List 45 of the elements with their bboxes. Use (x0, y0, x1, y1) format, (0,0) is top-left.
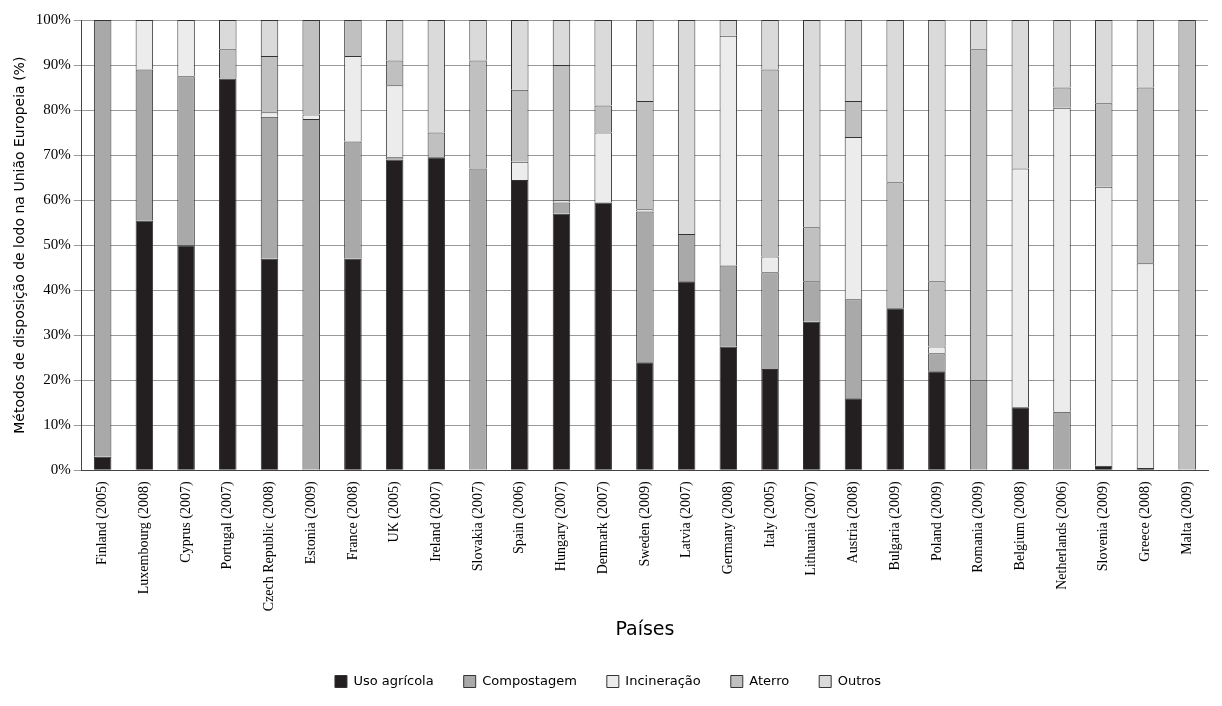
x-tick-label: Bulgaria (2009) (886, 481, 903, 571)
x-tick-label: Denmark (2007) (594, 481, 611, 575)
x-tick-label: Greece (2008) (1137, 481, 1154, 562)
legend-label: Incineração (625, 672, 701, 688)
x-tick-label: Estonia (2009) (302, 481, 319, 565)
x-tick-label: Netherlands (2006) (1053, 481, 1070, 590)
x-tick-label: Belgium (2008) (1011, 481, 1028, 571)
y-tick-label: 0% (50, 461, 71, 478)
y-tick-label: 40% (43, 281, 71, 298)
x-tick-label: Romania (2009) (970, 481, 987, 573)
x-tick-label: Finland (2005) (94, 481, 111, 565)
x-tick-label: Austria (2008) (845, 481, 862, 564)
y-tick-label: 80% (43, 101, 71, 118)
x-tick-label: Ireland (2007) (428, 481, 445, 562)
x-tick-label: Latvia (2007) (678, 481, 695, 558)
x-tick-label: Slovenia (2009) (1095, 481, 1112, 572)
x-tick-label: UK (2005) (386, 481, 403, 543)
x-tick-label: Germany (2008) (719, 481, 736, 575)
legend-label: Compostagem (482, 672, 577, 688)
x-tick-label: Slovakia (2007) (469, 481, 486, 572)
x-tick-label: Italy (2005) (761, 481, 778, 548)
x-tick-label: Malta (2009) (1178, 481, 1195, 555)
x-tick-label: Portugal (2007) (219, 481, 236, 570)
y-tick-label: 90% (43, 55, 71, 72)
x-tick-label: Spain (2006) (511, 481, 528, 555)
x-tick-label: France (2008) (344, 481, 361, 561)
y-tick-label: 50% (43, 236, 71, 253)
x-tick-label: Poland (2009) (928, 481, 945, 562)
x-tick-label: Hungary (2007) (553, 481, 570, 572)
x-tick-label: Luxembourg (2008) (136, 481, 153, 595)
y-axis-title: Métodos de disposição de lodo na União Europeia (%) (11, 56, 28, 434)
y-tick-label: 60% (43, 191, 71, 208)
x-tick-label: Cyprus (2007) (177, 481, 194, 563)
y-tick-label: 100% (35, 10, 71, 27)
y-tick-label: 20% (43, 371, 71, 388)
y-tick-label: 10% (43, 416, 71, 433)
x-axis-title: Países (615, 616, 675, 639)
x-tick-label: Czech Republic (2008) (261, 481, 278, 612)
legend-label: Outros (837, 672, 882, 688)
x-tick-label: Sweden (2009) (636, 481, 653, 567)
y-tick-label: 70% (43, 146, 71, 163)
legend-label: Aterro (749, 672, 790, 688)
x-tick-label: Lithuania (2007) (803, 481, 820, 576)
y-tick-label: 30% (43, 326, 71, 343)
legend-label: Uso agrícola (353, 672, 434, 688)
